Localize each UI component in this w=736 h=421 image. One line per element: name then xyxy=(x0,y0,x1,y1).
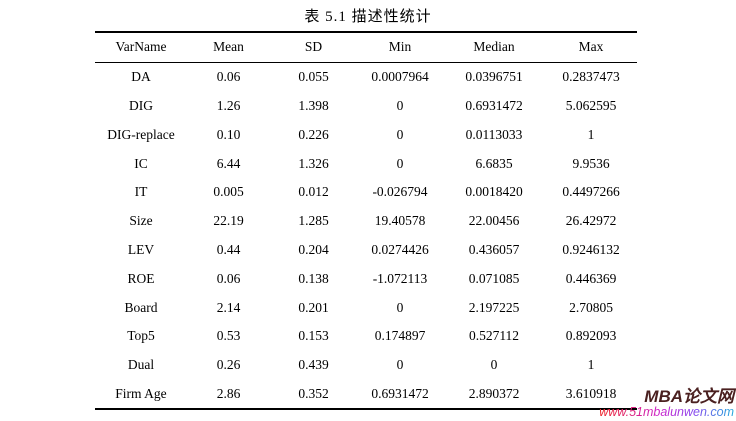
table-row: Size 22.19 1.285 19.40578 22.00456 26.42… xyxy=(95,207,637,236)
cell-sd: 1.398 xyxy=(298,97,329,113)
watermark-site-name: MBA论文网 xyxy=(644,387,734,407)
table-row: DIG-replace 0.10 0.226 0 0.0113033 1 xyxy=(95,120,637,149)
cell-mean: 2.86 xyxy=(216,385,241,401)
cell-mean: 2.14 xyxy=(216,299,241,315)
cell-max: 1 xyxy=(587,357,595,373)
descriptive-stats-table: VarName Mean SD Min Median Max DA 0.06 0… xyxy=(95,31,637,411)
table-row: Board 2.14 0.201 0 2.197225 2.70805 xyxy=(95,293,637,322)
cell-sd: 1.285 xyxy=(298,213,329,229)
cell-mean: 0.06 xyxy=(216,69,241,85)
cell-max: 0.2837473 xyxy=(562,69,620,85)
table-row: Top5 0.53 0.153 0.174897 0.527112 0.8920… xyxy=(95,322,637,351)
cell-mean: 1.26 xyxy=(216,97,241,113)
table-row: DA 0.06 0.055 0.0007964 0.0396751 0.2837… xyxy=(95,62,637,91)
cell-min: 0 xyxy=(396,126,404,142)
cell-sd: 0.153 xyxy=(298,328,329,344)
cell-min: 0.174897 xyxy=(374,328,426,344)
cell-min: 0 xyxy=(396,299,404,315)
cell-mean: 0.10 xyxy=(216,126,241,142)
col-header-max: Max xyxy=(578,39,604,55)
table-row: LEV 0.44 0.204 0.0274426 0.436057 0.9246… xyxy=(95,236,637,265)
cell-sd: 0.012 xyxy=(298,184,329,200)
cell-median: 0.527112 xyxy=(468,328,520,344)
cell-max: 9.9536 xyxy=(572,155,610,171)
cell-max: 1 xyxy=(587,126,595,142)
cell-min: 0 xyxy=(396,97,404,113)
cell-mean: 0.06 xyxy=(216,270,241,286)
table-row: DIG 1.26 1.398 0 0.6931472 5.062595 xyxy=(95,92,637,121)
cell-varname: Top5 xyxy=(127,328,155,344)
cell-min: 0.0274426 xyxy=(371,241,429,257)
col-header-median: Median xyxy=(473,39,515,55)
cell-median: 0.436057 xyxy=(468,241,520,257)
cell-mean: 0.26 xyxy=(216,357,241,373)
table-row: Firm Age 2.86 0.352 0.6931472 2.890372 3… xyxy=(95,380,637,410)
col-header-sd: SD xyxy=(304,39,323,55)
cell-varname: Size xyxy=(129,213,153,229)
cell-mean: 0.53 xyxy=(216,328,241,344)
cell-mean: 0.44 xyxy=(216,241,241,257)
table-row: IT 0.005 0.012 -0.026794 0.0018420 0.449… xyxy=(95,178,637,207)
cell-varname: IC xyxy=(134,155,148,171)
cell-median: 22.00456 xyxy=(468,213,520,229)
table-row: ROE 0.06 0.138 -1.072113 0.071085 0.4463… xyxy=(95,264,637,293)
cell-min: 0.0007964 xyxy=(371,69,429,85)
cell-varname: ROE xyxy=(127,270,155,286)
cell-min: 0 xyxy=(396,357,404,373)
cell-varname: DA xyxy=(131,69,151,85)
cell-median: 0.6931472 xyxy=(465,97,523,113)
cell-max: 3.610918 xyxy=(565,385,617,401)
table-row: Dual 0.26 0.439 0 0 1 xyxy=(95,351,637,380)
cell-sd: 0.439 xyxy=(298,357,329,373)
cell-varname: DIG-replace xyxy=(107,126,175,142)
cell-median: 0.0396751 xyxy=(465,69,523,85)
cell-varname: Firm Age xyxy=(115,385,167,401)
cell-max: 5.062595 xyxy=(565,97,617,113)
cell-min: -1.072113 xyxy=(372,270,428,286)
cell-min: 19.40578 xyxy=(374,213,426,229)
cell-sd: 0.138 xyxy=(298,270,329,286)
cell-median: 2.890372 xyxy=(468,385,520,401)
cell-varname: Dual xyxy=(127,357,155,373)
col-header-min: Min xyxy=(388,39,412,55)
cell-mean: 0.005 xyxy=(213,184,244,200)
watermark: MBA论文网 www.51mbalunwen.com xyxy=(599,388,734,419)
cell-mean: 22.19 xyxy=(213,213,244,229)
header-row: VarName Mean SD Min Median Max xyxy=(95,32,637,63)
cell-median: 0.071085 xyxy=(468,270,520,286)
cell-sd: 1.326 xyxy=(298,155,329,171)
col-header-varname: VarName xyxy=(115,39,167,55)
cell-min: 0.6931472 xyxy=(371,385,429,401)
cell-max: 0.892093 xyxy=(565,328,617,344)
cell-varname: Board xyxy=(124,299,158,315)
cell-sd: 0.352 xyxy=(298,385,329,401)
cell-median: 6.6835 xyxy=(475,155,513,171)
cell-min: -0.026794 xyxy=(372,184,428,200)
cell-varname: DIG xyxy=(129,97,153,113)
watermark-url: www.51mbalunwen.com xyxy=(599,404,734,419)
cell-median: 0 xyxy=(490,357,498,373)
cell-sd: 0.204 xyxy=(298,241,329,257)
table-caption: 表 5.1 描述性统计 xyxy=(304,9,432,25)
cell-varname: IT xyxy=(134,184,148,200)
cell-median: 0.0018420 xyxy=(465,184,523,200)
cell-min: 0 xyxy=(396,155,404,171)
col-header-mean: Mean xyxy=(213,39,244,55)
table-row: IC 6.44 1.326 0 6.6835 9.9536 xyxy=(95,149,637,178)
cell-sd: 0.055 xyxy=(298,69,329,85)
cell-max: 2.70805 xyxy=(569,299,613,315)
cell-median: 2.197225 xyxy=(468,299,520,315)
cell-sd: 0.226 xyxy=(298,126,329,142)
cell-median: 0.0113033 xyxy=(465,126,523,142)
cell-max: 0.9246132 xyxy=(562,241,620,257)
cell-sd: 0.201 xyxy=(298,299,329,315)
cell-mean: 6.44 xyxy=(216,155,241,171)
cell-varname: LEV xyxy=(127,241,155,257)
cell-max: 26.42972 xyxy=(565,213,617,229)
cell-max: 0.4497266 xyxy=(562,184,620,200)
cell-max: 0.446369 xyxy=(565,270,617,286)
